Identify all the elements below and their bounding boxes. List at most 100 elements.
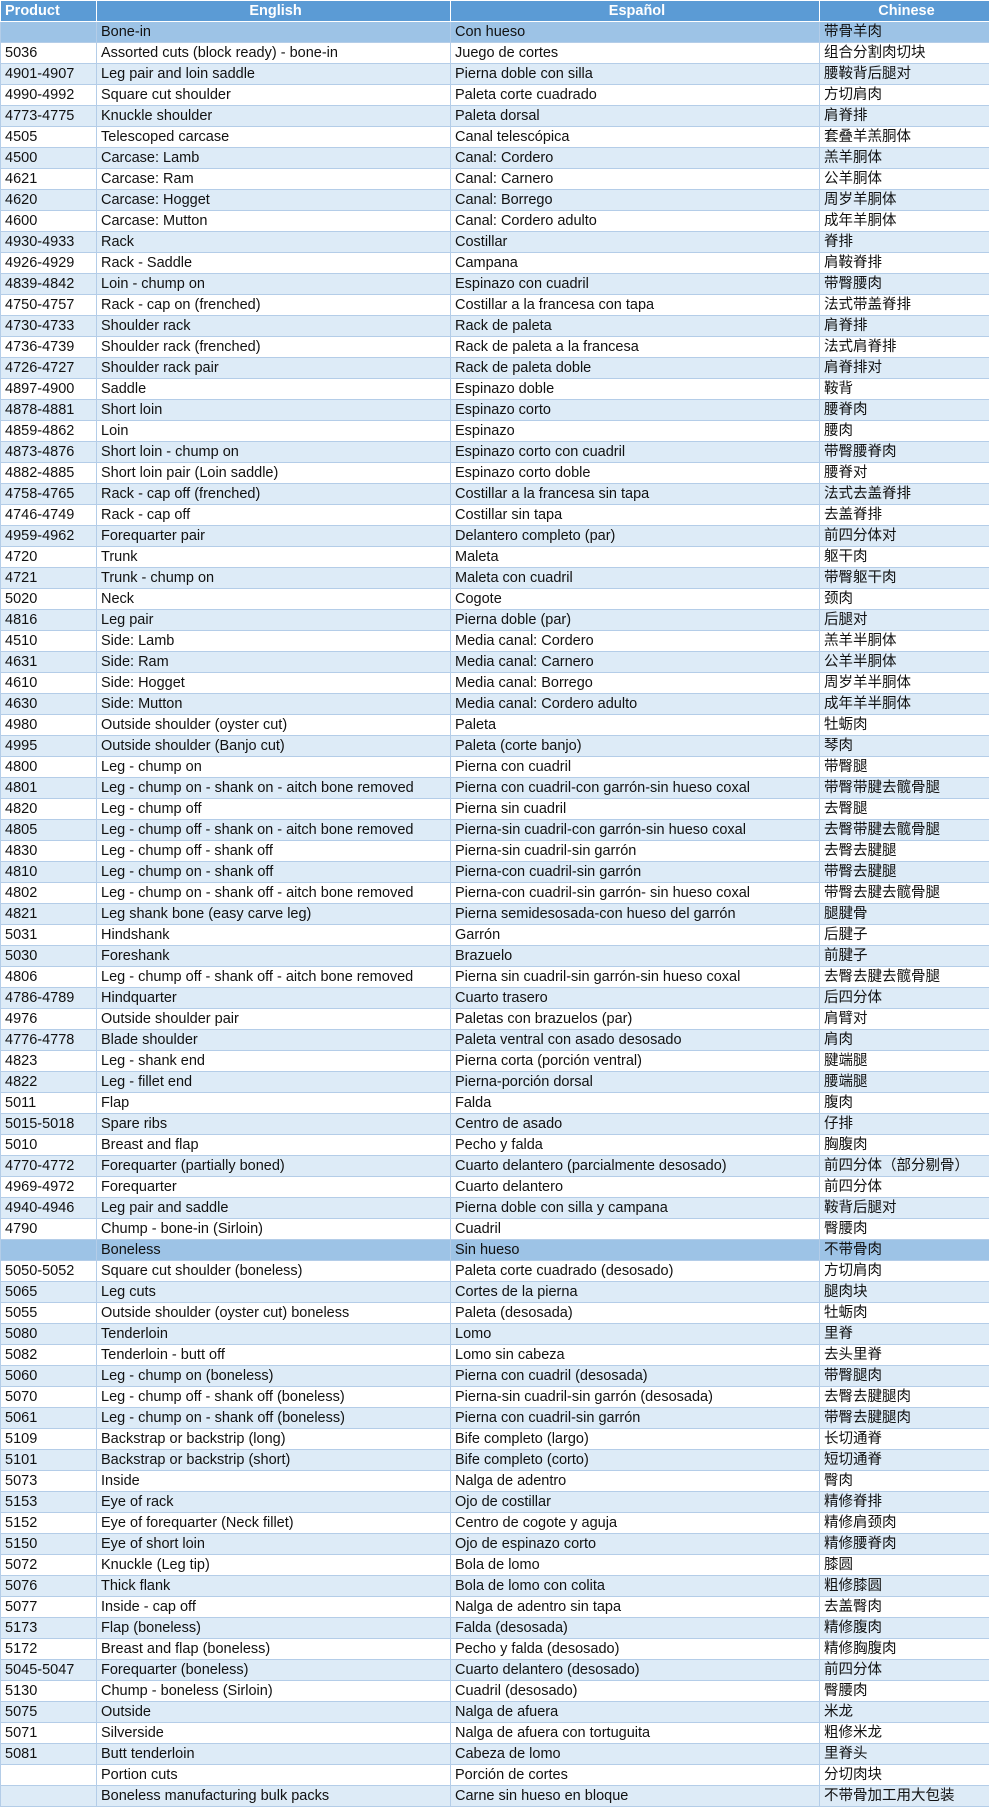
product-row: 5072 Knuckle (Leg tip) Bola de lomo 膝圆	[0, 1554, 989, 1576]
cell: 4823	[0, 1050, 97, 1072]
cell: 臀肉	[819, 1470, 989, 1492]
cell: 成年羊胴体	[819, 210, 989, 232]
cell: 4959-4962	[0, 525, 97, 547]
cell: 5076	[0, 1575, 97, 1597]
cell: Canal: Cordero adulto	[450, 210, 820, 232]
cell: 腹肉	[819, 1092, 989, 1114]
cell: 5015-5018	[0, 1113, 97, 1135]
product-row: 5077 Inside - cap off Nalga de adentro sin…	[0, 1596, 989, 1618]
cell: 膝圆	[819, 1554, 989, 1576]
cell: Lomo	[450, 1323, 820, 1345]
cell: 5130	[0, 1680, 97, 1702]
cell: Garrón	[450, 924, 820, 946]
cell: Bife completo (largo)	[450, 1428, 820, 1450]
cell: 4969-4972	[0, 1176, 97, 1198]
product-row: 4980 Outside shoulder (oyster cut) Paleta 牡…	[0, 714, 989, 736]
cell: Square cut shoulder	[96, 84, 451, 106]
cell: 5153	[0, 1491, 97, 1513]
cell: Espinazo con cuadril	[450, 273, 820, 295]
cell: Bife completo (corto)	[450, 1449, 820, 1471]
product-row: 4822 Leg - fillet end Pierna-porción dorsa…	[0, 1071, 989, 1093]
cell: 去臀腿	[819, 798, 989, 820]
cell: 4805	[0, 819, 97, 841]
cell: 去头里脊	[819, 1344, 989, 1366]
product-row: 4776-4778 Blade shoulder Paleta ventral co…	[0, 1029, 989, 1051]
cell: Paleta ventral con asado desosado	[450, 1029, 820, 1051]
cell: Pecho y falda	[450, 1134, 820, 1156]
cell: 肩脊排	[819, 105, 989, 127]
product-row: 4901-4907 Leg pair and loin saddle Pierna …	[0, 63, 989, 85]
cell: Backstrap or backstrip (short)	[96, 1449, 451, 1471]
cell: 5150	[0, 1533, 97, 1555]
cell: 分切肉块	[819, 1764, 989, 1786]
cell: Rack - cap off	[96, 504, 451, 526]
product-row: 5152 Eye of forequarter (Neck fillet) Cent…	[0, 1512, 989, 1534]
cell: Bola de lomo con colita	[450, 1575, 820, 1597]
cell: Knuckle shoulder	[96, 105, 451, 127]
cell: Loin - chump on	[96, 273, 451, 295]
cell: 腰鞍背后腿对	[819, 63, 989, 85]
cell: Pierna con cuadril (desosada)	[450, 1365, 820, 1387]
cell: 前四分体	[819, 1659, 989, 1681]
cell: Backstrap or backstrip (long)	[96, 1428, 451, 1450]
cell: 5065	[0, 1281, 97, 1303]
cell: 仔排	[819, 1113, 989, 1135]
cell: Pierna doble (par)	[450, 609, 820, 631]
cell: Leg - chump on - shank off (boneless)	[96, 1407, 451, 1429]
product-row: 4810 Leg - chump on - shank off Pierna-con…	[0, 861, 989, 883]
cell: Espinazo corto doble	[450, 462, 820, 484]
cell: 4878-4881	[0, 399, 97, 421]
cell: Espinazo doble	[450, 378, 820, 400]
cell: Costillar sin tapa	[450, 504, 820, 526]
product-row: 5150 Eye of short loin Ojo de espinazo cor…	[0, 1533, 989, 1555]
cell: 带臀去腱腿	[819, 861, 989, 883]
product-row: 5153 Eye of rack Ojo de costillar 精修脊排	[0, 1491, 989, 1513]
section-heading: Boneless	[96, 1239, 451, 1261]
product-row: 5031 Hindshank Garrón 后腱子	[0, 924, 989, 946]
cell: Nalga de adentro sin tapa	[450, 1596, 820, 1618]
cell: Leg - chump off - shank on - aitch bone …	[96, 819, 451, 841]
product-row: 4726-4727 Shoulder rack pair Rack de palet…	[0, 357, 989, 379]
product-row: 5173 Flap (boneless) Falda (desosada) 精修腹肉	[0, 1617, 989, 1639]
header-cell: English	[96, 0, 451, 22]
cell: 腿腱骨	[819, 903, 989, 925]
cell: 5045-5047	[0, 1659, 97, 1681]
cell: Paleta corte cuadrado (desosado)	[450, 1260, 820, 1282]
cell: 羔羊半胴体	[819, 630, 989, 652]
cell: Pierna con cuadril	[450, 756, 820, 778]
cell: 带臀躯干肉	[819, 567, 989, 589]
cell: 短切通脊	[819, 1449, 989, 1471]
product-row: 5080 Tenderloin Lomo 里脊	[0, 1323, 989, 1345]
cell: Outside shoulder (Banjo cut)	[96, 735, 451, 757]
cell: 带臀腰肉	[819, 273, 989, 295]
cell: Rack - cap on (frenched)	[96, 294, 451, 316]
cell: 方切肩肉	[819, 84, 989, 106]
cell: 肩臂对	[819, 1008, 989, 1030]
cell: 腱端腿	[819, 1050, 989, 1072]
cell: Falda	[450, 1092, 820, 1114]
cell: Pierna-sin cuadril-sin garrón (desosada)	[450, 1386, 820, 1408]
product-row: 4882-4885 Short loin pair (Loin saddle) Es…	[0, 462, 989, 484]
cell: 5071	[0, 1722, 97, 1744]
product-row: 4790 Chump - bone-in (Sirloin) Cuadril 臀腰肉	[0, 1218, 989, 1240]
cell: Maleta	[450, 546, 820, 568]
cell: Short loin - chump on	[96, 441, 451, 463]
cell: 臀腰肉	[819, 1218, 989, 1240]
cell: 5101	[0, 1449, 97, 1471]
cell: Boneless manufacturing bulk packs	[96, 1785, 451, 1807]
cell: 5073	[0, 1470, 97, 1492]
product-row: 5050-5052 Square cut shoulder (boneless) P…	[0, 1260, 989, 1282]
product-row: 4959-4962 Forequarter pair Delantero compl…	[0, 525, 989, 547]
product-row: Boneless manufacturing bulk packs Carne s…	[0, 1785, 989, 1807]
product-row: 4802 Leg - chump on - shank off - aitch b…	[0, 882, 989, 904]
cell: 公羊胴体	[819, 168, 989, 190]
cell: Nalga de afuera	[450, 1701, 820, 1723]
cell: 去臀带腱去髋骨腿	[819, 819, 989, 841]
cell: Cogote	[450, 588, 820, 610]
cell: Rack de paleta doble	[450, 357, 820, 379]
cell: Pierna-sin cuadril-con garrón-sin hueso …	[450, 819, 820, 841]
product-row: 5036 Assorted cuts (block ready) - bone-i…	[0, 42, 989, 64]
cell: 4786-4789	[0, 987, 97, 1009]
cell: 5173	[0, 1617, 97, 1639]
